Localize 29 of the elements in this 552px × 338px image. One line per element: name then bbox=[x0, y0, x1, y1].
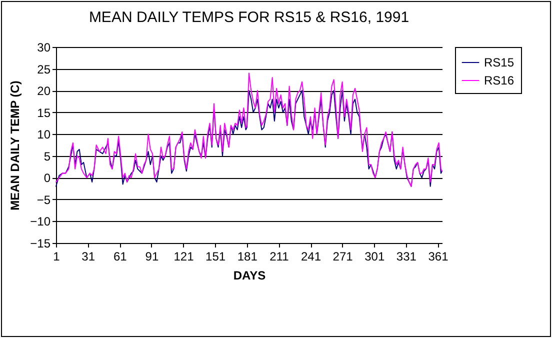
x-tick-label: 241 bbox=[300, 250, 322, 264]
y-tick-label: −10 bbox=[30, 214, 51, 229]
y-tick-label: 25 bbox=[37, 62, 51, 76]
x-tick-label: 91 bbox=[145, 250, 159, 264]
legend-label: RS16 bbox=[484, 74, 514, 88]
x-tick-label: 301 bbox=[364, 250, 385, 264]
x-tick-label: 331 bbox=[396, 250, 417, 264]
x-tick-label: 361 bbox=[428, 250, 449, 264]
x-tick-label: 211 bbox=[270, 250, 290, 264]
y-tick-label: −5 bbox=[36, 192, 51, 207]
x-axis-title: DAYS bbox=[233, 268, 266, 282]
y-tick-label: 0 bbox=[44, 171, 51, 186]
y-tick-label: 15 bbox=[37, 106, 51, 120]
x-tick-label: 61 bbox=[113, 250, 128, 264]
y-tick-label: 5 bbox=[44, 149, 51, 164]
x-tick-label: 121 bbox=[174, 250, 194, 264]
y-tick-label: 30 bbox=[37, 40, 51, 54]
y-axis-title: MEAN DAILY TEMP (C) bbox=[8, 80, 22, 210]
x-tick-label: 151 bbox=[206, 250, 226, 264]
line-series bbox=[56, 72, 442, 187]
legend-label: RS15 bbox=[484, 56, 514, 70]
x-tick-label: 181 bbox=[237, 250, 258, 264]
y-tick-label: 10 bbox=[37, 128, 51, 142]
chart-title: MEAN DAILY TEMPS FOR RS15 & RS16, 1991 bbox=[88, 9, 410, 26]
x-tick-label: 1 bbox=[53, 250, 60, 264]
y-tick-label: 20 bbox=[37, 84, 51, 98]
x-tick-label: 271 bbox=[332, 250, 354, 264]
y-tick-label: −15 bbox=[30, 236, 51, 250]
x-tick-label: 31 bbox=[82, 250, 96, 264]
